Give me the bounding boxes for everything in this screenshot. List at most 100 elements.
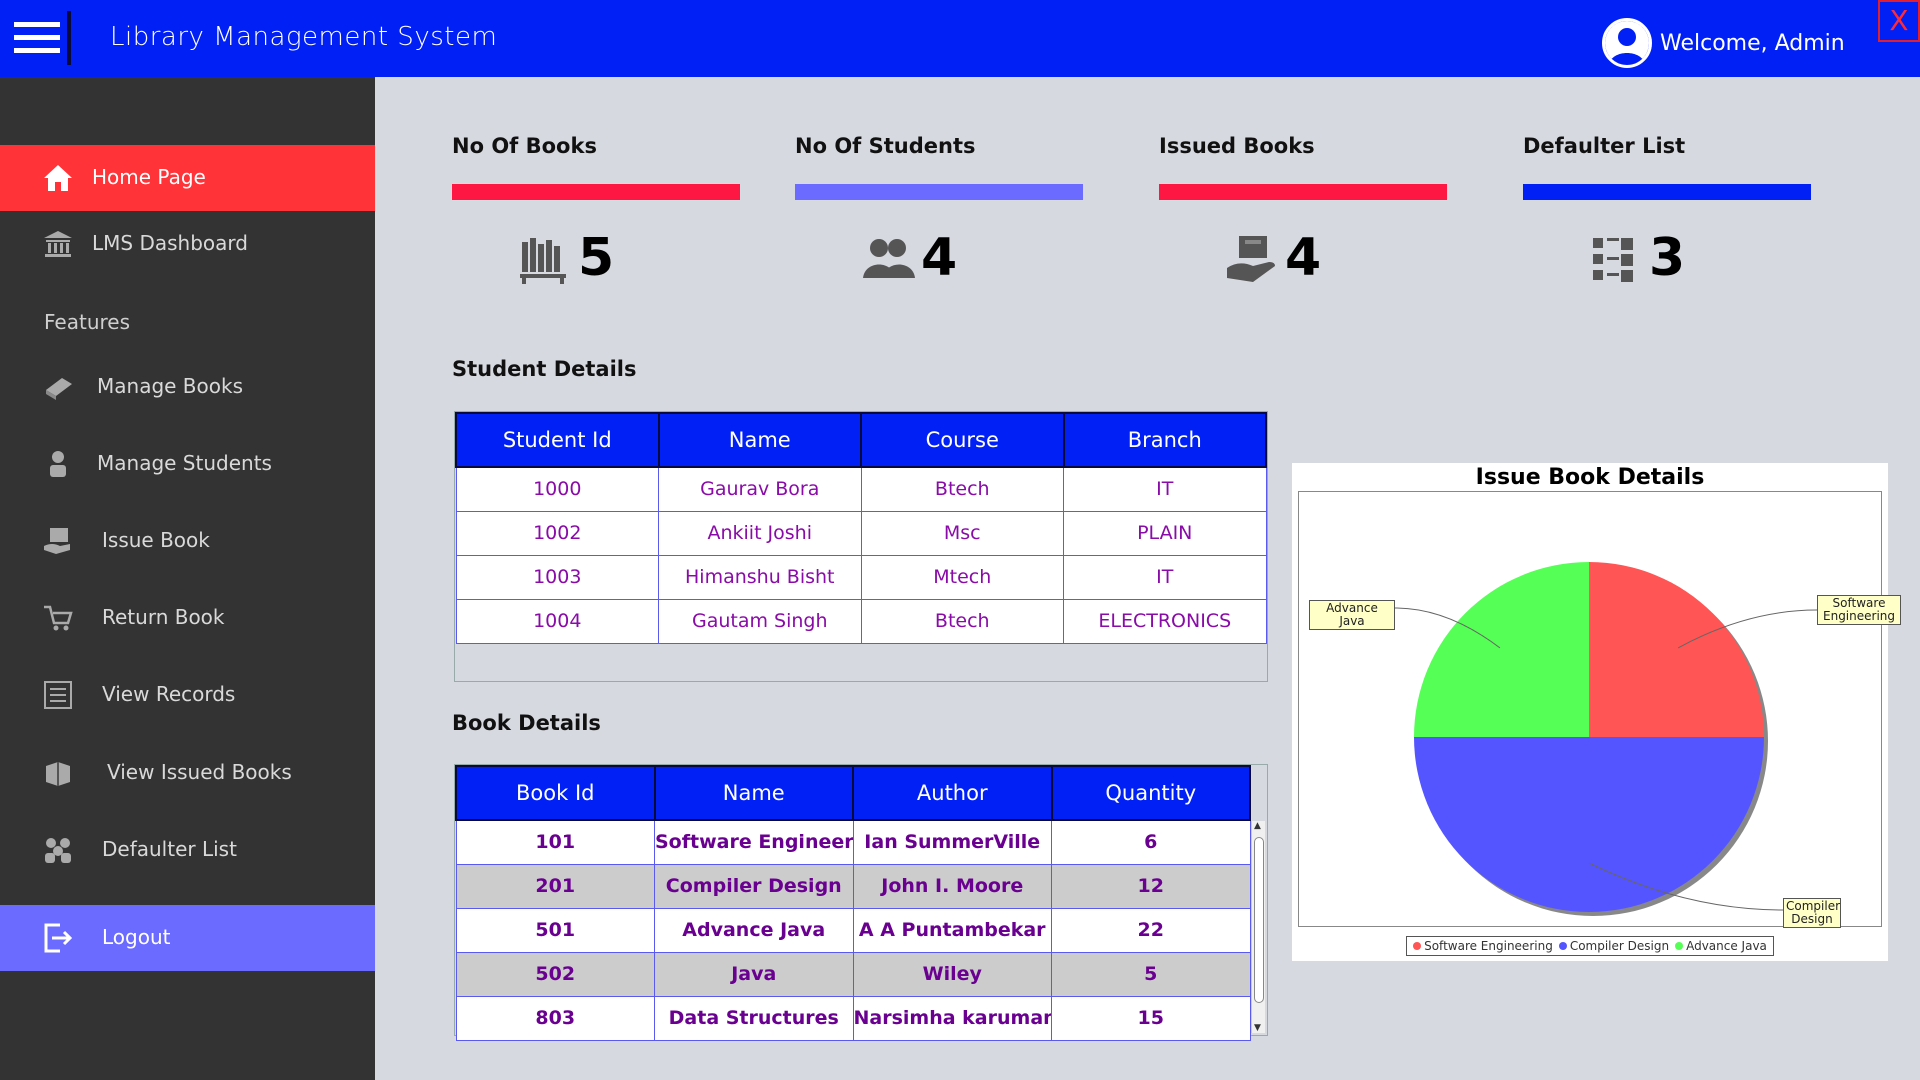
table-cell[interactable]: IT <box>1063 554 1267 600</box>
table-row[interactable]: 1002 Ankiit Joshi Msc PLAIN <box>455 510 1267 556</box>
table-row[interactable]: 501 Advance Java A A Puntambekar 22 <box>455 907 1251 953</box>
column-header[interactable]: Name <box>657 412 862 468</box>
table-cell[interactable]: 22 <box>1051 907 1251 953</box>
pie-slice-compiler-design <box>1414 737 1764 912</box>
table-cell[interactable]: Data Structures <box>654 995 854 1041</box>
table-cell[interactable]: 15 <box>1051 995 1251 1041</box>
bank-icon <box>42 229 74 259</box>
table-row[interactable]: 1000 Gaurav Bora Btech IT <box>455 466 1267 512</box>
table-cell[interactable]: 502 <box>455 951 655 997</box>
callout-line: Advance Java <box>1326 601 1378 628</box>
vertical-scrollbar[interactable]: ▲ ▼ <box>1251 821 1265 1033</box>
column-header[interactable]: Branch <box>1062 412 1267 468</box>
table-cell[interactable]: 201 <box>455 863 655 909</box>
table-cell[interactable]: Software Engineering <box>654 819 854 865</box>
book-table-container[interactable]: Book Id Name Author Quantity 101 Softwar… <box>454 764 1268 1041</box>
stat-value: 5 <box>578 228 615 288</box>
column-header[interactable]: Author <box>852 765 1053 821</box>
students-icon <box>861 232 917 288</box>
issue-book-icon <box>42 526 74 556</box>
stat-value: 4 <box>921 228 958 288</box>
table-row[interactable]: 101 Software Engineering Ian SummerVille… <box>455 819 1251 865</box>
table-row[interactable]: 1003 Himanshu Bisht Mtech IT <box>455 554 1267 600</box>
hamburger-menu-icon[interactable] <box>14 22 60 54</box>
pie-slice-advance-java <box>1414 562 1589 737</box>
table-cell[interactable]: A A Puntambekar <box>852 907 1052 953</box>
stat-title: No Of Students <box>795 134 976 158</box>
table-cell[interactable]: PLAIN <box>1063 510 1267 556</box>
callout-line: Design <box>1791 912 1833 926</box>
table-cell[interactable]: Ankiit Joshi <box>658 510 862 556</box>
column-header[interactable]: Student Id <box>455 412 660 468</box>
table-row[interactable]: 1004 Gautam Singh Btech ELECTRONICS <box>455 598 1267 644</box>
table-row[interactable]: 803 Data Structures Narsimha karumanc...… <box>455 995 1251 1041</box>
table-cell[interactable]: Btech <box>860 466 1064 512</box>
stat-card-defaulters: Defaulter List 3 <box>1523 134 1811 288</box>
table-cell[interactable]: Gaurav Bora <box>658 466 862 512</box>
sidebar-item-lms-dashboard[interactable]: LMS Dashboard <box>0 211 375 277</box>
table-cell[interactable]: Narsimha karumanc... <box>852 995 1052 1041</box>
sidebar-item-label: Manage Students <box>97 451 272 475</box>
sidebar-item-view-issued-books[interactable]: View Issued Books <box>0 740 375 806</box>
table-cell[interactable]: Himanshu Bisht <box>658 554 862 600</box>
issue-book-chart-panel: Issue Book Details Software Engineering … <box>1292 463 1901 961</box>
scroll-down-icon[interactable]: ▼ <box>1254 1023 1261 1033</box>
callout-line: Compiler <box>1786 899 1841 913</box>
cart-return-icon <box>42 603 74 633</box>
top-bar: Library Management System Welcome, Admin… <box>0 0 1920 77</box>
table-cell[interactable]: Compiler Design <box>654 863 854 909</box>
table-cell[interactable]: 803 <box>455 995 655 1041</box>
table-cell[interactable]: 501 <box>455 907 655 953</box>
stat-card-students: No Of Students 4 <box>795 134 1083 288</box>
table-cell[interactable]: 101 <box>455 819 655 865</box>
table-cell[interactable]: Gautam Singh <box>658 598 862 644</box>
sidebar-item-return-book[interactable]: Return Book <box>0 585 375 651</box>
list-icon <box>42 680 74 710</box>
legend-swatch <box>1675 942 1684 950</box>
scroll-up-icon[interactable]: ▲ <box>1254 821 1261 831</box>
sidebar-item-view-records[interactable]: View Records <box>0 662 375 728</box>
sidebar-item-home-page[interactable]: Home Page <box>0 145 375 211</box>
table-cell[interactable]: IT <box>1063 466 1267 512</box>
table-cell[interactable]: Mtech <box>860 554 1064 600</box>
column-header[interactable]: Name <box>653 765 854 821</box>
table-cell[interactable]: ELECTRONICS <box>1063 598 1267 644</box>
pie-slice-software-engineering <box>1589 562 1764 737</box>
table-cell[interactable]: 1004 <box>455 598 659 644</box>
table-row[interactable]: 502 Java Wiley 5 <box>455 951 1251 997</box>
sidebar-item-manage-books[interactable]: Manage Books <box>0 354 375 420</box>
table-row[interactable]: 201 Compiler Design John I. Moore 12 <box>455 863 1251 909</box>
sidebar-item-label: LMS Dashboard <box>92 231 248 255</box>
table-cell[interactable]: John I. Moore <box>852 863 1052 909</box>
table-cell[interactable]: 1000 <box>455 466 659 512</box>
close-button[interactable]: X <box>1878 0 1920 42</box>
table-cell[interactable]: Java <box>654 951 854 997</box>
table-cell[interactable]: 1002 <box>455 510 659 556</box>
table-cell[interactable]: Wiley <box>852 951 1052 997</box>
user-avatar-icon[interactable] <box>1602 18 1652 68</box>
table-cell[interactable]: Ian SummerVille <box>852 819 1052 865</box>
table-cell[interactable]: Btech <box>860 598 1064 644</box>
stat-value: 3 <box>1649 228 1686 288</box>
chart-frame: Software Engineering Compiler Design Adv… <box>1298 491 1901 928</box>
callout-line: Engineering <box>1823 609 1895 623</box>
column-header[interactable]: Book Id <box>455 765 656 821</box>
scroll-thumb[interactable] <box>1254 837 1264 1003</box>
sidebar-item-issue-book[interactable]: Issue Book <box>0 508 375 574</box>
table-cell[interactable]: 12 <box>1051 863 1251 909</box>
column-header[interactable]: Course <box>860 412 1065 468</box>
table-cell[interactable]: Advance Java <box>654 907 854 953</box>
stat-bar <box>452 184 740 200</box>
stat-title: Defaulter List <box>1523 134 1686 158</box>
logout-button[interactable]: Logout <box>0 905 375 971</box>
sidebar-item-manage-students[interactable]: Manage Students <box>0 431 375 497</box>
table-cell[interactable]: 5 <box>1051 951 1251 997</box>
student-table-container[interactable]: Student Id Name Course Branch 1000 Gaura… <box>454 411 1268 682</box>
header-divider <box>67 11 71 65</box>
sidebar-item-defaulter-list[interactable]: Defaulter List <box>0 817 375 883</box>
table-cell[interactable]: Msc <box>860 510 1064 556</box>
column-header[interactable]: Quantity <box>1050 765 1251 821</box>
sidebar-item-label: Logout <box>102 925 171 949</box>
table-cell[interactable]: 6 <box>1051 819 1251 865</box>
table-cell[interactable]: 1003 <box>455 554 659 600</box>
